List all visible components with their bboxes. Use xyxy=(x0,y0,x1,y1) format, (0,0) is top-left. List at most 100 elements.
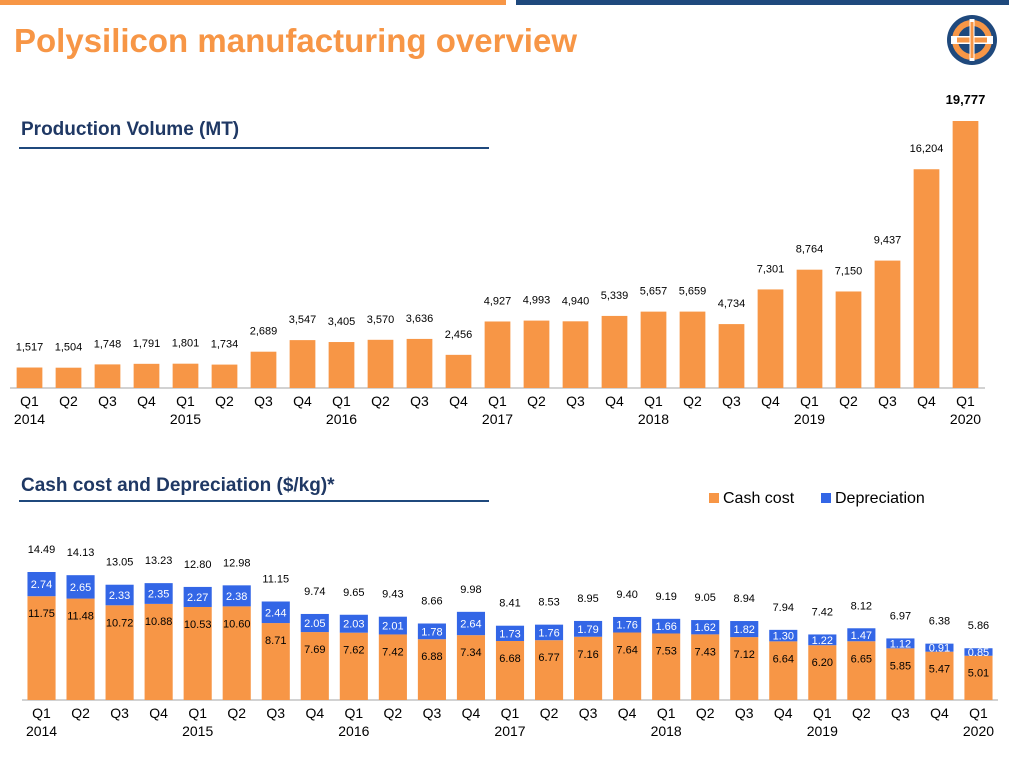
depreciation-value-label: 2.38 xyxy=(226,591,247,603)
cash-cost-bar xyxy=(495,640,525,700)
depreciation-bar xyxy=(886,638,915,649)
depreciation-value-label: 1.78 xyxy=(421,626,442,638)
cash-cost-value-label: 5.85 xyxy=(890,660,911,672)
x-tick-year-label: 2019 xyxy=(807,723,838,739)
cash-cost-bar xyxy=(925,651,954,700)
x-tick-quarter-label: Q4 xyxy=(605,393,624,409)
production-value-label: 5,659 xyxy=(679,286,707,298)
cash-cost-bar xyxy=(144,603,173,700)
production-bar xyxy=(445,354,472,388)
depreciation-value-label: 2.05 xyxy=(304,618,325,630)
depreciation-value-label: 2.27 xyxy=(187,592,208,604)
x-tick-quarter-label: Q2 xyxy=(59,393,78,409)
x-tick-year-label: 2017 xyxy=(482,411,513,427)
x-tick-quarter-label: Q3 xyxy=(266,705,285,721)
depreciation-value-label: 1.79 xyxy=(577,624,598,636)
x-tick-quarter-label: Q2 xyxy=(215,393,234,409)
cash-cost-value-label: 6.77 xyxy=(538,652,559,664)
depreciation-bar xyxy=(847,628,876,642)
x-tick-quarter-label: Q1 xyxy=(657,705,676,721)
production-bar xyxy=(757,289,784,388)
x-tick-quarter-label: Q4 xyxy=(449,393,468,409)
x-tick-quarter-label: Q3 xyxy=(254,393,273,409)
cash-cost-bar xyxy=(378,634,407,700)
cash-cost-value-label: 5.01 xyxy=(968,668,989,680)
depreciation-value-label: 2.01 xyxy=(382,621,403,633)
production-bar xyxy=(406,338,433,388)
production-volume-rule xyxy=(19,147,489,149)
x-tick-quarter-label: Q2 xyxy=(696,705,715,721)
production-value-label: 3,636 xyxy=(406,313,434,325)
cash-cost-value-label: 10.72 xyxy=(106,617,134,629)
total-value-label: 9.74 xyxy=(304,586,325,598)
x-tick-quarter-label: Q1 xyxy=(332,393,351,409)
cash-cost-value-label: 7.64 xyxy=(616,645,637,657)
total-value-label: 11.15 xyxy=(262,574,289,586)
production-bar xyxy=(523,320,550,388)
x-tick-quarter-label: Q2 xyxy=(839,393,858,409)
production-bar xyxy=(289,340,316,388)
production-bar xyxy=(640,311,667,388)
depreciation-value-label: 2.64 xyxy=(460,619,481,631)
x-tick-quarter-label: Q4 xyxy=(774,705,793,721)
cash-cost-bar xyxy=(574,636,603,700)
x-tick-quarter-label: Q4 xyxy=(293,393,312,409)
x-tick-quarter-label: Q4 xyxy=(917,393,936,409)
company-logo-icon xyxy=(947,15,997,65)
depreciation-bar xyxy=(417,623,446,640)
production-value-label: 16,204 xyxy=(910,143,944,155)
depreciation-bar xyxy=(495,625,525,641)
x-tick-quarter-label: Q3 xyxy=(410,393,429,409)
production-bar xyxy=(328,342,355,388)
production-volume-chart: 1,517 Q1 2014 1,504 Q2 1,748 Q3 1,791 Q4 1,801 Q1 2… xyxy=(10,92,985,427)
production-bar xyxy=(55,367,82,388)
depreciation-bar xyxy=(144,583,173,604)
cash-cost-value-label: 10.53 xyxy=(184,619,212,631)
x-tick-quarter-label: Q4 xyxy=(149,705,168,721)
total-value-label: 9.19 xyxy=(655,591,676,603)
production-value-label: 4,927 xyxy=(484,295,512,307)
cash-cost-bar xyxy=(964,655,993,700)
cash-cost-bar xyxy=(183,606,212,700)
x-tick-quarter-label: Q3 xyxy=(891,705,910,721)
depreciation-bar xyxy=(456,611,486,636)
depreciation-bar xyxy=(378,616,407,635)
cash-cost-bar xyxy=(886,648,915,700)
x-tick-quarter-label: Q4 xyxy=(462,705,481,721)
x-tick-quarter-label: Q1 xyxy=(32,705,51,721)
x-tick-quarter-label: Q1 xyxy=(644,393,663,409)
production-value-label: 9,437 xyxy=(874,235,902,247)
cash-cost-value-label: 5.47 xyxy=(929,664,950,676)
total-value-label: 14.49 xyxy=(28,544,56,556)
total-value-label: 9.98 xyxy=(460,584,481,596)
production-bar xyxy=(874,260,901,388)
cash-cost-value-label: 7.16 xyxy=(577,649,598,661)
x-tick-year-label: 2014 xyxy=(14,411,45,427)
production-bar xyxy=(601,315,628,388)
x-tick-quarter-label: Q4 xyxy=(618,705,637,721)
cash-cost-bar xyxy=(66,598,95,700)
total-value-label: 8.94 xyxy=(734,593,755,605)
x-tick-quarter-label: Q1 xyxy=(800,393,819,409)
production-bar xyxy=(679,311,706,388)
production-value-label: 5,657 xyxy=(640,286,668,298)
x-tick-quarter-label: Q2 xyxy=(683,393,702,409)
production-value-label: 1,517 xyxy=(16,342,44,354)
production-value-label: 2,689 xyxy=(250,326,278,338)
depreciation-value-label: 0.91 xyxy=(929,643,950,655)
production-bar xyxy=(16,367,43,388)
production-value-label: 4,734 xyxy=(718,298,746,310)
production-value-label: 1,504 xyxy=(55,342,83,354)
depreciation-value-label: 2.65 xyxy=(70,582,91,594)
production-bar xyxy=(562,321,589,388)
production-bar xyxy=(250,351,277,388)
legend-swatch xyxy=(709,493,719,503)
cash-cost-bar xyxy=(105,605,134,700)
production-value-label: 2,456 xyxy=(445,329,473,341)
production-bar xyxy=(172,363,199,388)
depreciation-value-label: 0.85 xyxy=(968,647,989,659)
cash-cost-bar xyxy=(300,632,329,700)
cash-cost-value-label: 10.60 xyxy=(223,618,251,630)
total-value-label: 13.05 xyxy=(106,557,134,569)
x-tick-quarter-label: Q2 xyxy=(371,393,390,409)
